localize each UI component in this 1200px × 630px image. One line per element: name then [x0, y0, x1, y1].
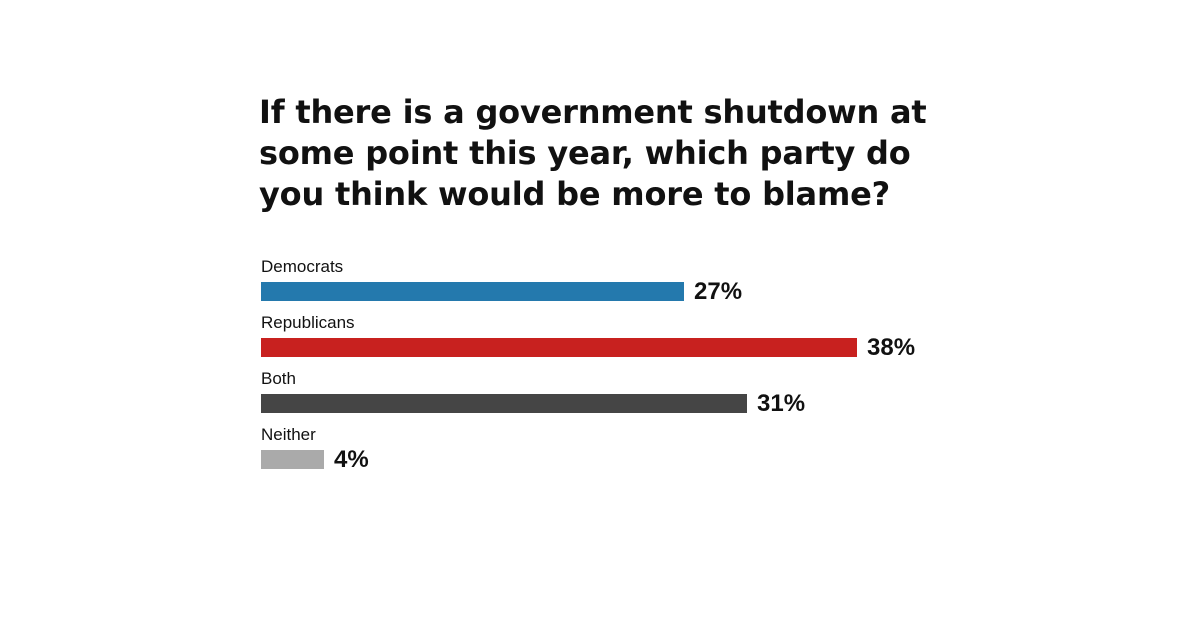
bar-value-both: 31% [757, 390, 806, 417]
bar-label-democrats: Democrats [261, 257, 344, 276]
bar-value-neither: 4% [334, 446, 369, 473]
bar-row-both: Both 31% [261, 369, 961, 419]
bar-neither [261, 450, 324, 469]
bar-row-neither: Neither 4% [261, 425, 961, 475]
bar-democrats [261, 282, 684, 301]
bar-area: Democrats 27% Republicans 38% Both 31% Neither… [261, 257, 961, 487]
chart-title: If there is a government shutdown at som… [259, 93, 927, 213]
bar-label-neither: Neither [261, 425, 316, 444]
bar-label-republicans: Republicans [261, 313, 355, 332]
bar-republicans [261, 338, 857, 357]
bar-both [261, 394, 747, 413]
bar-row-republicans: Republicans 38% [261, 313, 961, 363]
bar-label-both: Both [261, 369, 296, 388]
bar-value-republicans: 38% [867, 334, 916, 361]
bar-value-democrats: 27% [694, 278, 743, 305]
bar-row-democrats: Democrats 27% [261, 257, 961, 307]
